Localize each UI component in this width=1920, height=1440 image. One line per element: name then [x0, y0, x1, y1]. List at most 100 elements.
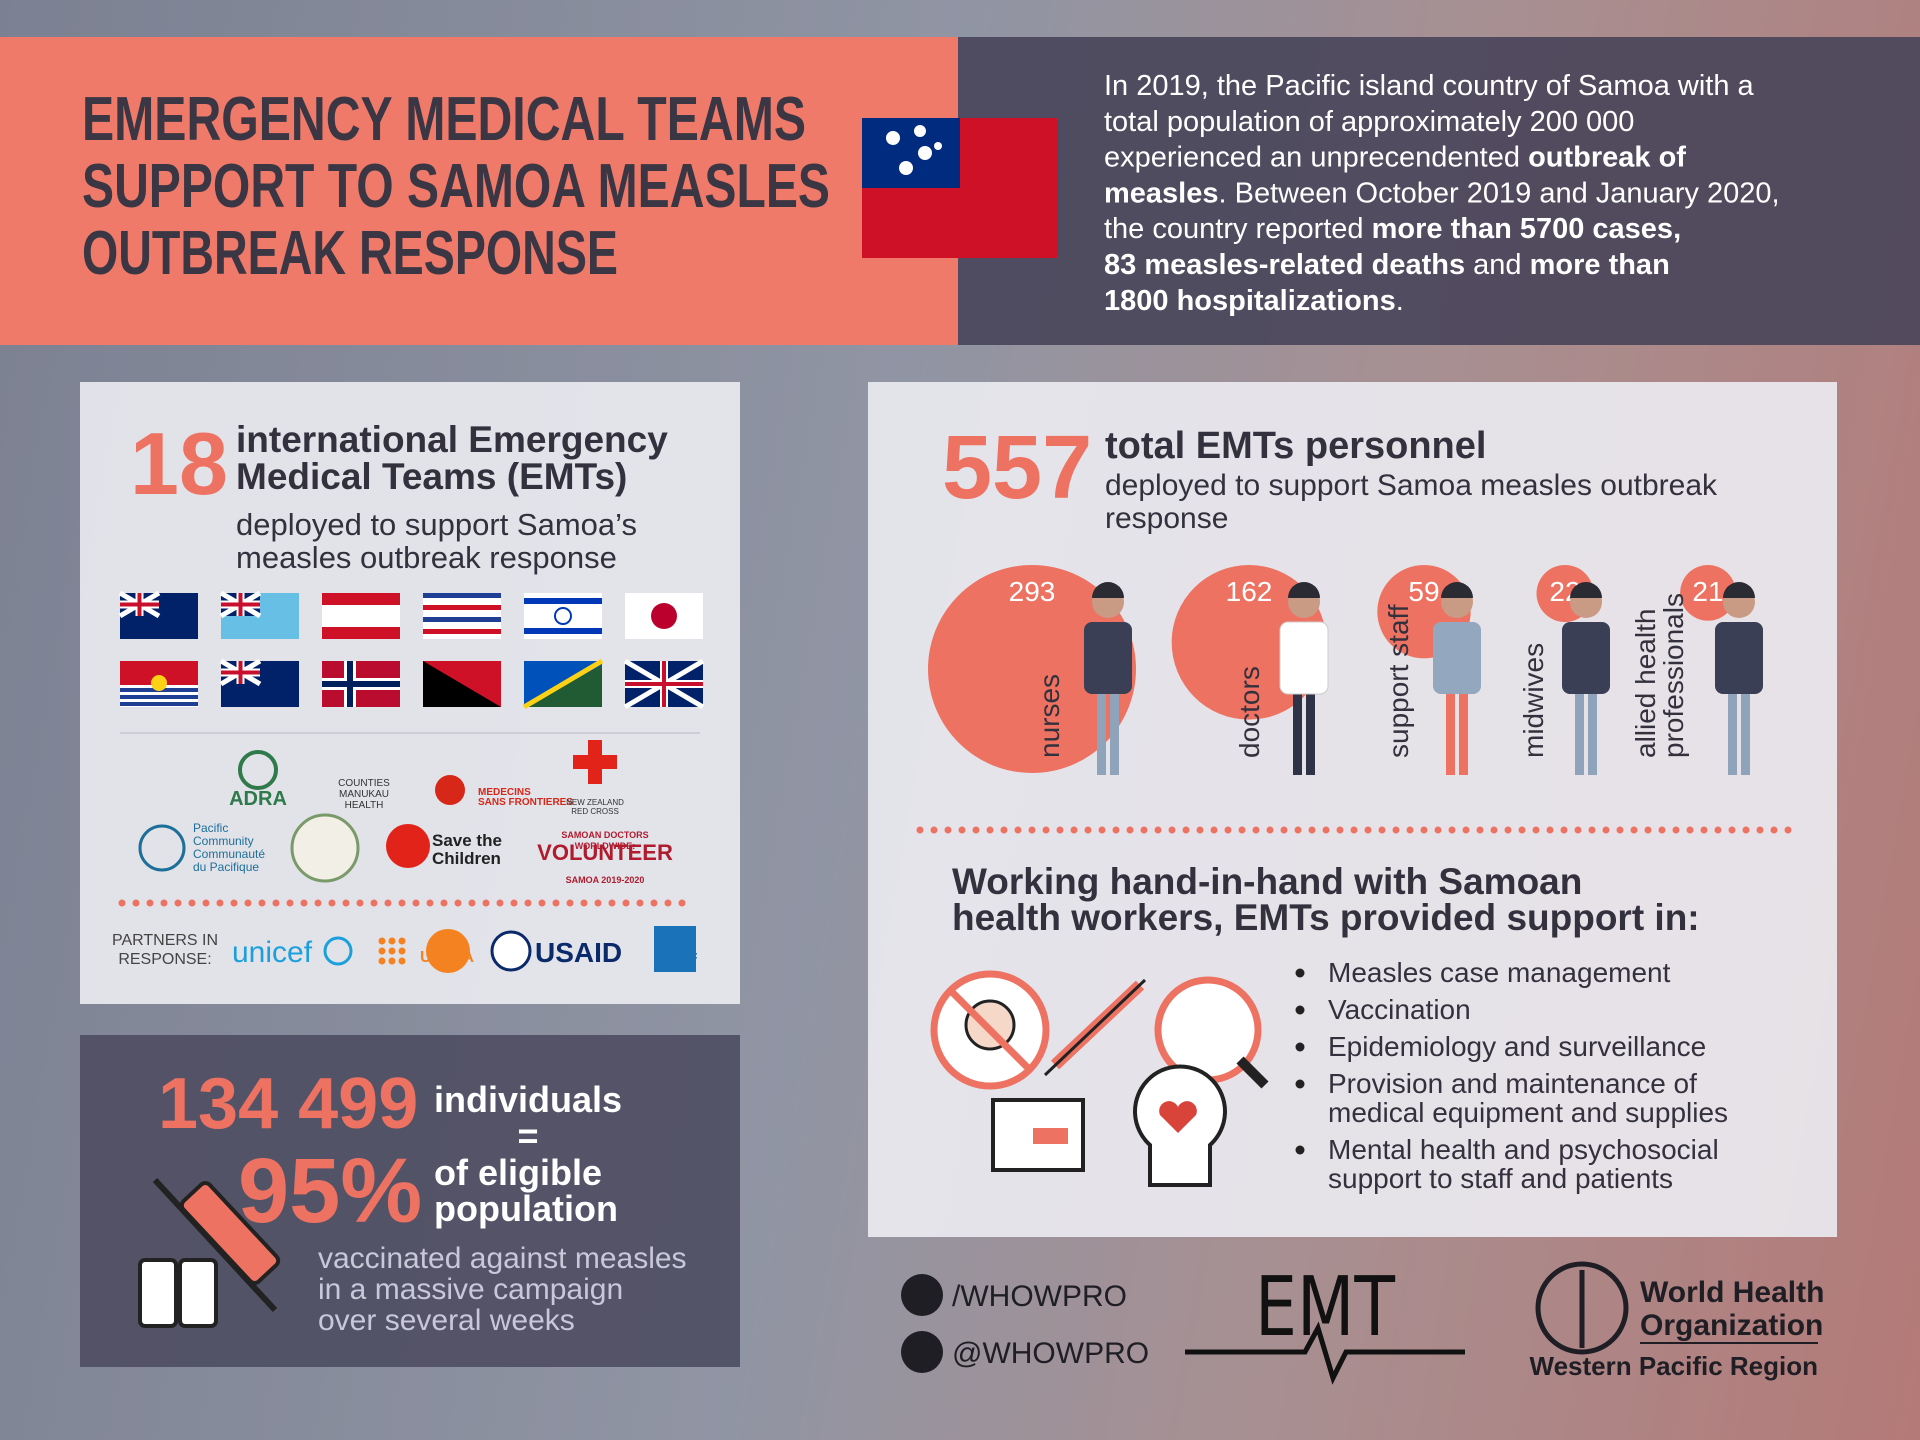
- dotted-rule: [1364, 826, 1372, 834]
- dotted-rule: [342, 899, 350, 907]
- dotted-rule: [300, 899, 308, 907]
- logo-icon: [654, 926, 696, 972]
- dotted-rule: [594, 899, 602, 907]
- flag-part: [524, 598, 602, 604]
- flag-part: [651, 603, 677, 629]
- logo-icon: [426, 929, 470, 973]
- vaccination-subtitle: in a massive campaign: [318, 1273, 623, 1306]
- emt-subtitle: measles outbreak response: [236, 540, 617, 575]
- partner-logo-text: VOLUNTEER: [537, 840, 673, 865]
- partner-logo-text: Community: [193, 834, 254, 848]
- dotted-rule: [426, 899, 434, 907]
- dotted-rule: [1672, 826, 1680, 834]
- dotted-rule: [188, 899, 196, 907]
- dotted-rule: [1196, 826, 1204, 834]
- flag-part: [524, 628, 602, 634]
- intro-segment: measles: [1104, 177, 1219, 209]
- flag-part: [221, 670, 260, 675]
- flag-part: [151, 675, 167, 691]
- dotted-rule: [1028, 826, 1036, 834]
- flag-part: [120, 702, 198, 706]
- logo-icon: [398, 957, 406, 965]
- dotted-rule: [1602, 826, 1610, 834]
- emt-logo: EMT: [1255, 1260, 1396, 1355]
- role-count: 293: [1009, 576, 1056, 607]
- dotted-rule: [1266, 826, 1274, 834]
- dotted-rule: [1350, 826, 1358, 834]
- role-count: 162: [1226, 576, 1273, 607]
- person-icon: [1441, 582, 1473, 598]
- dotted-rule: [468, 899, 476, 907]
- title-line: EMERGENCY MEDICAL TEAMS: [82, 85, 806, 154]
- intro-segment: experienced an unprecendented: [1104, 142, 1528, 174]
- person-icon: [1110, 680, 1119, 775]
- partner-logo-text: Pacific: [193, 821, 228, 835]
- intro-segment: the country reported: [1104, 213, 1372, 245]
- dotted-rule: [972, 826, 980, 834]
- dotted-rule: [1210, 826, 1218, 834]
- flag-star: [918, 146, 932, 160]
- dotted-rule: [538, 899, 546, 907]
- person-icon: [1288, 582, 1320, 598]
- social-handle: @WHOWPRO: [952, 1337, 1149, 1370]
- partner-logo-text: Save the: [432, 831, 502, 850]
- flag-star: [886, 131, 900, 145]
- intro-line: 1800 hospitalizations.: [1104, 285, 1404, 317]
- dotted-rule: [1406, 826, 1414, 834]
- support-icon: [947, 987, 1033, 1073]
- dotted-rule: [216, 899, 224, 907]
- intro-segment: 1800 hospitalizations: [1104, 285, 1396, 317]
- dotted-rule: [1448, 826, 1456, 834]
- dotted-rule: [1574, 826, 1582, 834]
- dotted-rule: [1546, 826, 1554, 834]
- who-emblem: [1535, 1261, 1629, 1355]
- emt-headline: international Emergency: [236, 419, 668, 460]
- dotted-rule: [1756, 826, 1764, 834]
- dotted-rule: [1434, 826, 1442, 834]
- support-item: support to staff and patients: [1328, 1163, 1673, 1194]
- social-handle: /WHOWPRO: [952, 1280, 1127, 1313]
- syringe-icon: [179, 1180, 281, 1286]
- dotted-rule: [1154, 826, 1162, 834]
- dotted-rule: [986, 826, 994, 834]
- dotted-rule: [398, 899, 406, 907]
- flag-part: [423, 629, 501, 634]
- logo-icon: [388, 957, 396, 965]
- dotted-rule: [1644, 826, 1652, 834]
- dotted-rule: [496, 899, 504, 907]
- logo-icon: [378, 957, 386, 965]
- partner-logo-text: MEDECINS: [478, 787, 531, 798]
- personnel-total: 557: [942, 418, 1092, 518]
- bullet: [1295, 1145, 1305, 1155]
- partner-logo-text: HEALTH: [345, 800, 384, 811]
- dotted-rule: [580, 899, 588, 907]
- social-icon: [901, 1274, 943, 1316]
- support-heading: Working hand-in-hand with Samoan: [952, 861, 1582, 902]
- dotted-rule: [132, 899, 140, 907]
- bullet: [1295, 1005, 1305, 1015]
- eligible-text: of eligible: [434, 1152, 602, 1193]
- person-icon: [1293, 680, 1302, 775]
- person-icon: [1570, 582, 1602, 598]
- logo-icon: [435, 775, 465, 805]
- logo-icon: [588, 740, 602, 784]
- flag-star: [934, 142, 942, 150]
- flag-star: [899, 161, 913, 175]
- personnel-headline: total EMTs personnel: [1105, 425, 1486, 467]
- response-label: RESPONSE:: [118, 951, 211, 968]
- dotted-rule: [1000, 826, 1008, 834]
- partner-logo-text: Children: [432, 849, 501, 868]
- partner-logo-text: SANS FRONTIERES: [478, 797, 573, 808]
- logo-icon: [378, 947, 386, 955]
- support-item: Mental health and psychosocial: [1328, 1134, 1719, 1165]
- support-heading: health workers, EMTs provided support in…: [952, 897, 1700, 938]
- dotted-rule: [1700, 826, 1708, 834]
- logo-icon: [398, 947, 406, 955]
- flag-part: [625, 682, 703, 686]
- dotted-rule: [1742, 826, 1750, 834]
- personnel-subtitle: deployed to support Samoa measles outbre…: [1105, 469, 1718, 502]
- dotted-rule: [1238, 826, 1246, 834]
- person-icon: [1433, 622, 1481, 694]
- intro-segment: more than: [1530, 249, 1670, 281]
